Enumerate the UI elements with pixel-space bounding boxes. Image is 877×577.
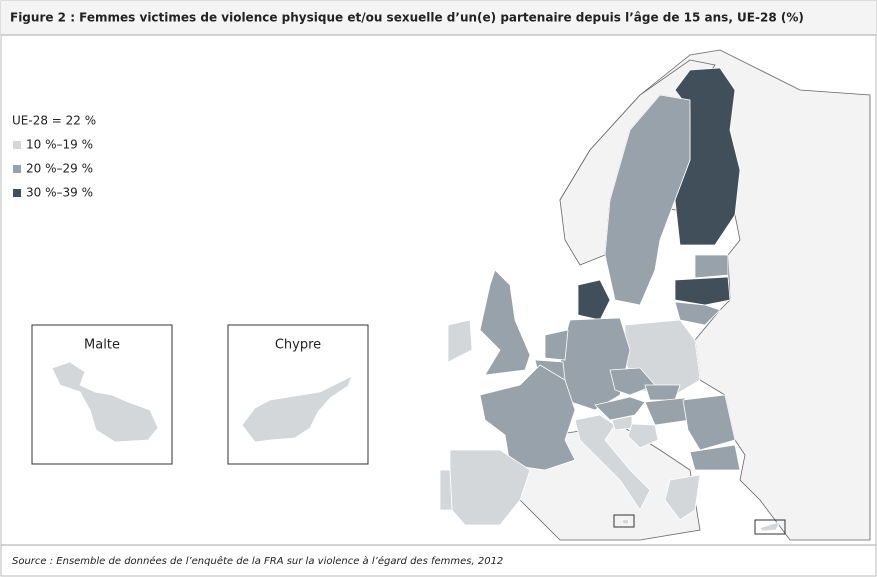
title-bar	[1, 1, 876, 35]
lithuania	[674, 301, 721, 326]
legend-swatch	[13, 165, 21, 173]
legend-swatch	[13, 189, 21, 197]
netherlands	[544, 329, 569, 361]
croatia	[627, 423, 659, 449]
inset-malta: Malte	[31, 324, 173, 465]
source: Source : Ensemble de données de l’enquêt…	[12, 555, 503, 567]
italy	[574, 414, 651, 511]
legend-label: 20 %–29 %	[26, 162, 93, 176]
inset-label: Chypre	[275, 338, 321, 353]
slovakia	[644, 384, 681, 401]
inset-frame	[227, 324, 369, 465]
romania	[682, 394, 736, 451]
greece	[664, 474, 701, 521]
legend-summary: UE-28 = 22 %	[12, 114, 96, 128]
cyprus-locator	[754, 519, 786, 535]
map	[430, 40, 871, 541]
malta	[51, 361, 159, 443]
legend-label: 10 %–19 %	[26, 138, 93, 152]
malta-locator	[613, 514, 635, 528]
inset-cyprus: Chypre	[227, 324, 369, 465]
legend-label: 30 %–39 %	[26, 186, 93, 200]
legend-swatch	[13, 141, 21, 149]
latvia	[674, 276, 731, 306]
france	[479, 364, 576, 471]
united-kingdom	[479, 269, 531, 376]
cyprus-map	[759, 521, 781, 532]
czechia	[609, 367, 656, 396]
ireland	[447, 319, 473, 363]
sweden	[604, 94, 691, 306]
legend-items: 10 %–19 % 20 %–29 % 30 %–39 %	[13, 138, 93, 200]
legend: UE-28 = 22 % 10 %–19 % 20 %–29 % 30 %–39 %	[12, 114, 96, 200]
austria	[594, 396, 646, 421]
inset-label: Malte	[84, 338, 120, 353]
estonia	[694, 254, 729, 279]
bulgaria	[689, 444, 741, 471]
portugal	[439, 469, 453, 511]
title: Figure 2 : Femmes victimes de violence p…	[10, 11, 804, 25]
denmark	[577, 279, 611, 321]
cyprus	[241, 375, 353, 443]
malta-map	[621, 518, 630, 525]
